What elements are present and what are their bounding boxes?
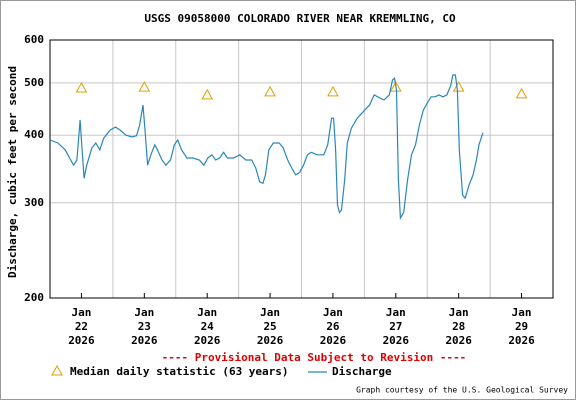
x-tick-label-line: 24 — [201, 320, 215, 333]
legend-marker — [51, 364, 63, 376]
x-tick-label: Jan 23 2026 — [131, 306, 158, 347]
median-marker — [389, 81, 402, 92]
credit: Graph courtesy of the U.S. Geological Su… — [356, 386, 568, 395]
y-tick-label: 200 — [24, 291, 44, 304]
median-marker — [452, 81, 465, 92]
x-tick-label-line: 25 — [263, 320, 276, 333]
y-axis-label: Discharge, cubic feet per second — [6, 66, 19, 278]
median-marker — [264, 85, 276, 97]
x-tick-label-line: 2026 — [131, 334, 158, 347]
x-tick-label-line: 2026 — [383, 334, 410, 347]
x-tick-label-line: 22 — [75, 320, 88, 333]
legend-label: Median daily statistic (63 years) — [70, 365, 289, 378]
plot-frame — [49, 39, 554, 299]
median-marker — [515, 87, 528, 99]
x-tick-label-line: 28 — [452, 320, 465, 333]
y-tick-label: 400 — [24, 128, 44, 141]
median-marker — [75, 82, 88, 93]
x-tick-label: Jan 27 2026 — [383, 306, 410, 347]
x-tick-label: Jan 24 2026 — [194, 306, 221, 347]
x-tick-label-line: 27 — [389, 320, 402, 333]
median-marker — [327, 85, 339, 97]
x-tick-label: Jan 22 2026 — [68, 306, 95, 347]
discharge-line — [49, 74, 484, 221]
x-tick-label-line: 26 — [326, 320, 340, 333]
x-tick-label: Jan 25 2026 — [257, 306, 284, 347]
x-tick-label-line: Jan — [449, 306, 469, 319]
x-tick-label-line: 29 — [515, 320, 528, 333]
median-marker — [201, 88, 214, 100]
provisional-note: ---- Provisional Data Subject to Revisio… — [162, 351, 467, 364]
y-tick-label: 500 — [24, 76, 44, 89]
x-tick-label: Jan 28 2026 — [445, 306, 472, 347]
x-tick-label-line: 23 — [138, 320, 151, 333]
x-tick-label-line: 2026 — [68, 334, 95, 347]
x-tick-label-line: Jan — [386, 306, 406, 319]
x-tick-label-line: 2026 — [194, 334, 221, 347]
legend-label: Discharge — [332, 365, 392, 378]
x-tick-label-line: Jan — [512, 306, 532, 319]
y-tick-label: 600 — [24, 33, 44, 46]
x-tick-label: Jan 26 2026 — [320, 306, 347, 347]
x-tick-label-line: Jan — [260, 306, 280, 319]
x-tick-label-line: Jan — [323, 306, 343, 319]
y-tick-label: 300 — [24, 196, 44, 209]
x-tick-label-line: 2026 — [320, 334, 347, 347]
median-marker — [138, 81, 151, 92]
chart-title: USGS 09058000 COLORADO RIVER NEAR KREMML… — [144, 12, 456, 25]
x-tick-label-line: 2026 — [445, 334, 472, 347]
x-tick-label-line: 2026 — [257, 334, 284, 347]
x-tick-label-line: Jan — [72, 306, 92, 319]
x-tick-label-line: 2026 — [508, 334, 535, 347]
x-tick-label-line: Jan — [197, 306, 217, 319]
x-tick-label: Jan 29 2026 — [508, 306, 535, 347]
x-tick-label-line: Jan — [134, 306, 154, 319]
